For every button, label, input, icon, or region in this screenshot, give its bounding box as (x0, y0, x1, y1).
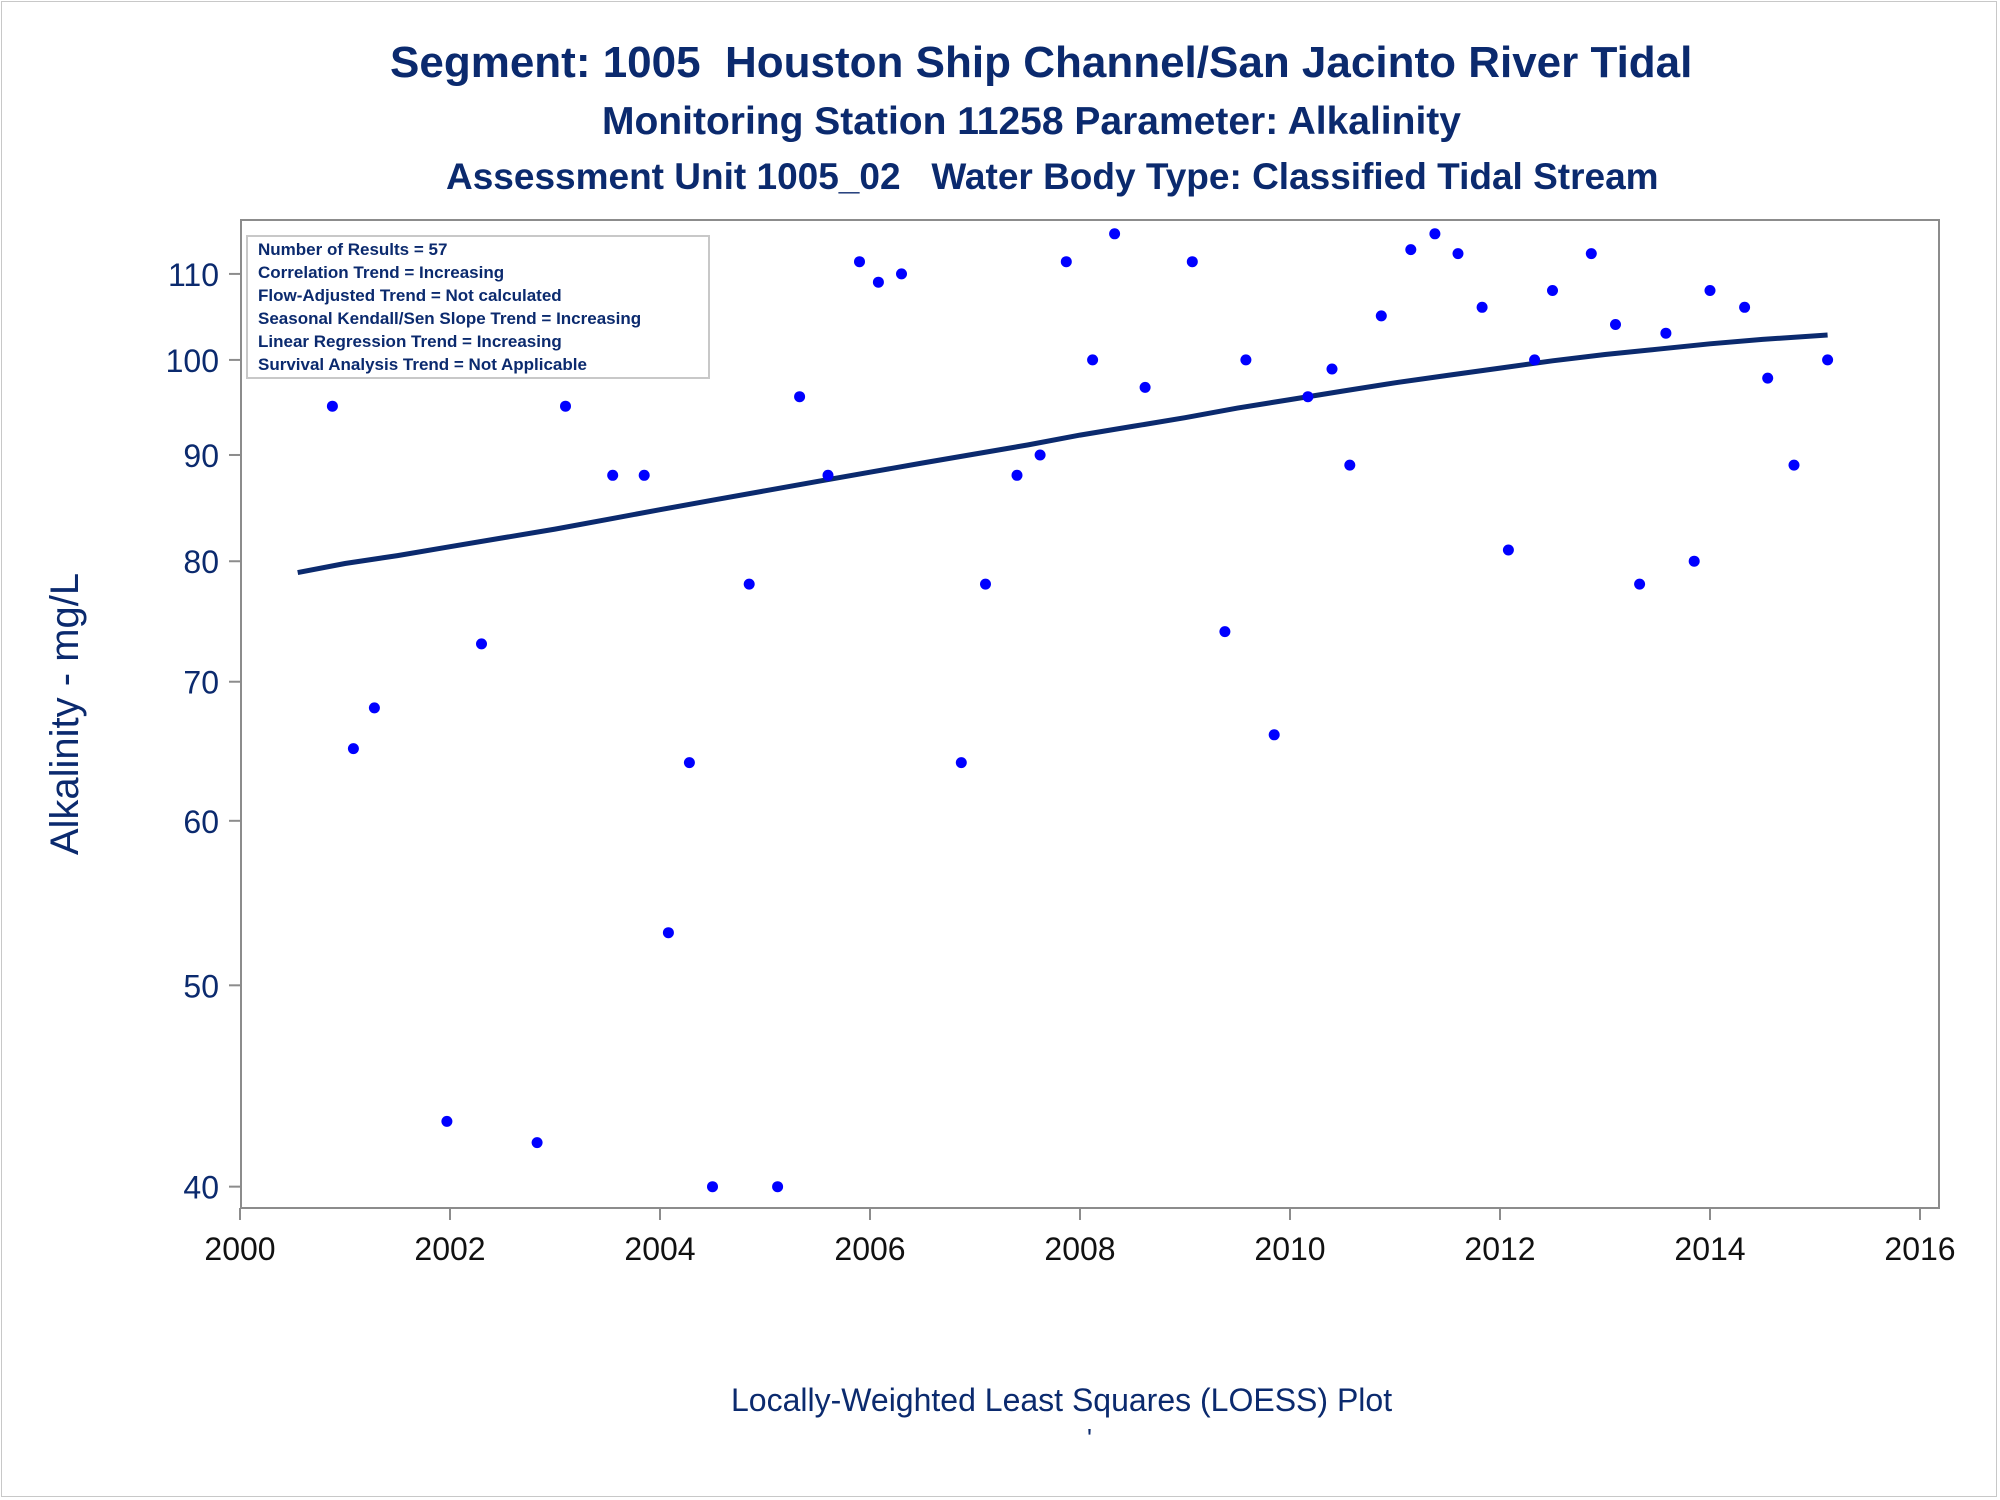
trend-info-box: Number of Results = 57 Correlation Trend … (246, 235, 710, 379)
data-point (607, 469, 619, 481)
x-tick-label: 2012 (1464, 1231, 1535, 1267)
data-point (560, 400, 571, 412)
y-tick-label: 80 (183, 544, 219, 580)
chart-subtitle-2: Assessment Unit 1005_02 Water Body Type:… (446, 156, 1659, 197)
data-point (1139, 381, 1151, 393)
data-point (1688, 555, 1700, 567)
x-axis: 2000 2002 2004 2006 2008 2010 2012 2014 2016 (204, 1208, 1956, 1267)
data-point (772, 1181, 784, 1193)
y-tick-label: 60 (183, 804, 219, 840)
data-point (854, 256, 865, 268)
data-point (368, 702, 380, 714)
data-point (980, 578, 991, 590)
x-tick-label: 2010 (1254, 1231, 1325, 1267)
data-point (1610, 319, 1621, 330)
plot-area-border (240, 219, 1940, 1209)
data-point (1502, 544, 1514, 556)
data-point (1788, 459, 1800, 471)
loess-trend-layer (297, 332, 1828, 576)
x-tick-label: 2014 (1674, 1231, 1745, 1267)
data-point (1529, 354, 1541, 366)
data-point (1011, 469, 1023, 481)
data-point (1739, 301, 1751, 313)
data-point (794, 391, 806, 403)
data-point (872, 276, 884, 288)
y-tick-label: 100 (166, 343, 219, 379)
data-point (1219, 626, 1231, 638)
x-tick-label: 2000 (204, 1231, 275, 1267)
x-tick-label: 2008 (1044, 1231, 1115, 1267)
y-tick-label: 70 (183, 665, 219, 701)
data-point (326, 400, 338, 412)
data-point (683, 757, 695, 769)
data-point (1429, 228, 1441, 240)
y-tick-label: 50 (183, 968, 219, 1004)
data-point (476, 638, 487, 650)
data-point (822, 469, 834, 481)
data-point (955, 757, 967, 769)
data-point (1109, 228, 1121, 240)
data-point (1452, 248, 1464, 260)
data-point (1762, 372, 1774, 384)
chart-subtitle: Monitoring Station 11258 Parameter: Alka… (602, 100, 1461, 143)
data-point (1405, 244, 1417, 256)
trend-info-line: Correlation Trend = Increasing (258, 263, 504, 282)
data-points-layer (292, 228, 1834, 1193)
data-point (441, 1115, 453, 1127)
data-point (1822, 354, 1834, 366)
data-point (1585, 248, 1597, 260)
data-point (1344, 459, 1356, 471)
x-tick-label: 2006 (834, 1231, 905, 1267)
data-point (1302, 391, 1314, 403)
x-tick-label: 2002 (414, 1231, 485, 1267)
data-point (1660, 327, 1672, 339)
trend-info-line: Seasonal Kendall/Sen Slope Trend = Incre… (258, 309, 641, 328)
data-point (1186, 256, 1198, 268)
y-axis-label: Alkalinity - mg/L (43, 573, 87, 855)
trend-info-line: Survival Analysis Trend = Not Applicable (258, 355, 587, 374)
data-point (1375, 310, 1387, 322)
trend-info-line: Linear Regression Trend = Increasing (258, 332, 562, 351)
data-point (1034, 449, 1046, 461)
data-point (1476, 301, 1488, 313)
y-axis: 40 50 60 70 80 90 100 110 (166, 257, 241, 1206)
data-point (638, 469, 650, 481)
data-point (1634, 578, 1646, 590)
data-point (1547, 285, 1558, 296)
trend-info-line: Number of Results = 57 (258, 240, 447, 259)
data-point (1268, 729, 1280, 741)
data-point (1060, 256, 1072, 268)
data-point (347, 743, 359, 755)
trend-info-line: Flow-Adjusted Trend = Not calculated (258, 286, 562, 305)
data-point (707, 1181, 718, 1193)
footnote: Locally-Weighted Least Squares (LOESS) P… (731, 1382, 1393, 1418)
y-tick-label: 110 (168, 257, 219, 293)
data-point (896, 268, 907, 280)
data-point (531, 1137, 543, 1149)
data-point (1087, 354, 1099, 366)
chart-title: Segment: 1005 Houston Ship Channel/San J… (390, 38, 1693, 87)
footnote-mark: ' (1087, 1423, 1092, 1453)
data-point (1704, 285, 1716, 296)
data-point (1326, 363, 1338, 375)
trend-info-box-border (246, 235, 710, 379)
y-tick-label: 40 (183, 1170, 219, 1206)
y-tick-label: 90 (183, 438, 219, 474)
data-point (1240, 354, 1252, 366)
data-point (743, 578, 755, 590)
x-tick-label: 2016 (1884, 1231, 1955, 1267)
loess-trend-line (297, 332, 1828, 576)
x-tick-label: 2004 (624, 1231, 695, 1267)
data-point (662, 927, 674, 939)
